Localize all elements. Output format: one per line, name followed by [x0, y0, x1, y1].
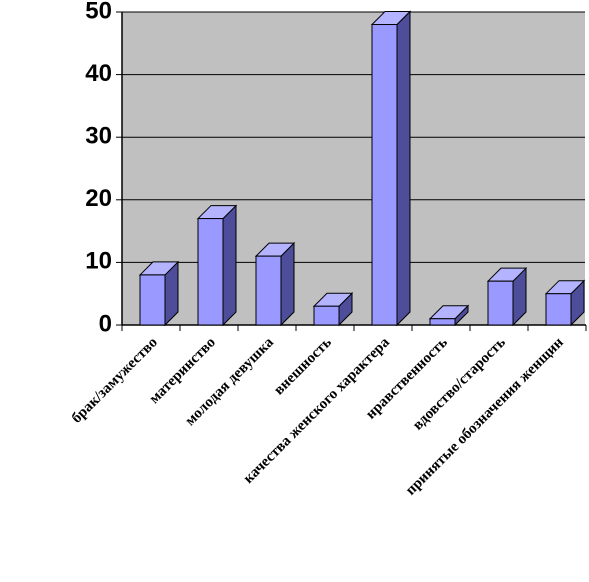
y-tick-label: 20 [85, 185, 112, 212]
x-tick-label: брак/замужество [69, 335, 161, 427]
bar [544, 279, 586, 327]
bar-front [487, 280, 514, 326]
bar [254, 241, 296, 327]
x-tick-label: внешность [271, 334, 335, 398]
bar-side [222, 204, 237, 327]
bar-front [429, 318, 456, 326]
bar [196, 204, 238, 327]
y-tick-label: 0 [99, 310, 112, 337]
bar-front [313, 305, 340, 326]
bar-side [280, 241, 295, 327]
bar-front [139, 274, 166, 326]
y-tick-label: 40 [85, 60, 112, 87]
bar-front [197, 218, 224, 326]
bar-front [545, 293, 572, 326]
y-tick-label: 50 [85, 0, 112, 24]
y-tick-label: 30 [85, 123, 112, 150]
bar [312, 292, 354, 327]
y-tick-label: 10 [85, 248, 112, 275]
bar [370, 10, 412, 327]
bar-front [255, 255, 282, 326]
bar-side [396, 10, 411, 327]
bar [138, 260, 180, 327]
bar-front [371, 24, 398, 326]
bar [428, 304, 470, 327]
bar [486, 266, 528, 327]
